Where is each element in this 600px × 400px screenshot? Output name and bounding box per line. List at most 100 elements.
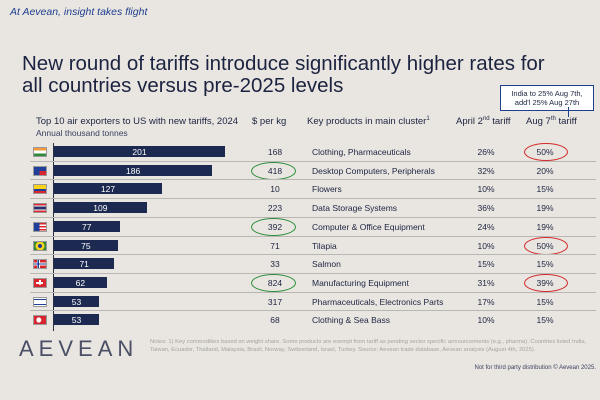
august-tariff-cell: 15% bbox=[536, 184, 554, 195]
april-tariff-cell: 36% bbox=[477, 203, 495, 214]
tagline: At Aevean, insight takes flight bbox=[10, 6, 148, 18]
bar-value-label: 75 bbox=[81, 240, 91, 251]
product-cell: Desktop Computers, Peripherals bbox=[312, 165, 435, 176]
august-tariff-cell: 15% bbox=[536, 315, 554, 326]
april-tariff-cell: 26% bbox=[477, 147, 495, 157]
footnotes: Notes: 1) Key commodities based on weigh… bbox=[150, 339, 587, 353]
copyright-notice: Not for third party distribution © Aevea… bbox=[474, 365, 597, 371]
bar-value-label: 53 bbox=[71, 315, 82, 326]
bar-turkey bbox=[54, 314, 100, 326]
flag-thailand-icon bbox=[33, 203, 47, 214]
bar-value-label: 71 bbox=[79, 259, 89, 270]
products-header-footnote: 1 bbox=[426, 116, 430, 122]
flag-taiwan-icon bbox=[33, 165, 47, 176]
price-cell: 33 bbox=[270, 259, 280, 270]
august-tariff-cell: 15% bbox=[536, 296, 554, 307]
bar-value-label: 186 bbox=[126, 165, 141, 176]
row-separator bbox=[30, 235, 596, 237]
august-header-sup: th bbox=[550, 116, 556, 122]
products-header-text: Key products in main cluster bbox=[307, 116, 427, 128]
april-tariff-cell: 17% bbox=[477, 296, 495, 307]
bar-value-label: 77 bbox=[82, 221, 92, 232]
callout-line-2: add'l 25% Aug 27th bbox=[514, 98, 580, 107]
april-header-sup: nd bbox=[482, 116, 490, 122]
row-separator bbox=[30, 198, 596, 200]
april-header-label: April 2 bbox=[456, 116, 483, 128]
flag-india-icon bbox=[33, 147, 47, 157]
bar-india bbox=[54, 146, 225, 157]
price-cell: 223 bbox=[267, 203, 283, 214]
august-tariff-cell: 15% bbox=[536, 259, 554, 270]
april-tariff-cell: 10% bbox=[477, 315, 495, 326]
flag-turkey-icon bbox=[33, 315, 47, 326]
bar-taiwan bbox=[54, 164, 213, 176]
price-column-header: $ per kg bbox=[252, 116, 287, 127]
bar-thailand bbox=[54, 202, 147, 214]
row-separator bbox=[30, 160, 596, 162]
august-header-label: Aug 7 bbox=[526, 116, 551, 128]
product-cell: Tilapia bbox=[312, 240, 337, 251]
flag-norway-icon bbox=[33, 259, 47, 270]
april-tariff-cell: 10% bbox=[477, 240, 495, 251]
bar-switzerland bbox=[54, 276, 107, 288]
price-cell: 317 bbox=[267, 296, 283, 307]
product-cell: Pharmaceuticals, Electronics Parts bbox=[312, 296, 444, 307]
april-tariff-cell: 10% bbox=[477, 184, 495, 195]
bar-value-label: 201 bbox=[132, 147, 147, 157]
title-line-1: New round of tariffs introduce significa… bbox=[22, 52, 545, 75]
flag-israel-icon bbox=[33, 296, 47, 307]
india-tariff-callout: India to 25% Aug 7th, add'l 25% Aug 27th bbox=[500, 85, 594, 111]
price-cell: 168 bbox=[267, 147, 283, 157]
bar-israel bbox=[54, 295, 100, 307]
bar-ecuador bbox=[54, 183, 163, 195]
price-highlight-circle bbox=[251, 273, 296, 292]
product-cell: Flowers bbox=[312, 184, 342, 195]
august-column-header: Aug 7th tariff bbox=[526, 116, 577, 127]
chart-title: Top 10 air exporters to US with new tari… bbox=[36, 116, 239, 127]
row-separator bbox=[30, 310, 596, 312]
flag-malaysia-icon bbox=[33, 221, 47, 232]
april-tariff-cell: 32% bbox=[477, 165, 495, 176]
bar-value-label: 62 bbox=[75, 277, 86, 288]
chart-subtitle: Annual thousand tonnes bbox=[36, 128, 128, 138]
product-cell: Salmon bbox=[312, 259, 341, 270]
product-cell: Manufacturing Equipment bbox=[312, 277, 409, 288]
product-cell: Clothing, Pharmaceuticals bbox=[312, 147, 411, 157]
page-title: New round of tariffs introduce significa… bbox=[22, 53, 582, 97]
product-cell: Data Storage Systems bbox=[312, 203, 398, 214]
august-tariff-cell: 19% bbox=[536, 221, 554, 232]
april-header-tail: tariff bbox=[489, 116, 511, 128]
row-separator bbox=[30, 291, 596, 293]
callout-line-1: India to 25% Aug 7th, bbox=[511, 89, 583, 98]
title-line-2: all countries versus pre-2025 levels bbox=[22, 74, 344, 97]
bar-norway bbox=[54, 258, 115, 270]
callout-pointer bbox=[568, 107, 569, 117]
bar-malaysia bbox=[54, 220, 120, 232]
price-highlight-circle bbox=[251, 217, 296, 236]
row-separator bbox=[30, 272, 596, 274]
bar-value-label: 109 bbox=[93, 203, 108, 214]
august-highlight-circle bbox=[524, 143, 568, 161]
row-separator bbox=[30, 254, 596, 256]
bar-brazil bbox=[54, 239, 118, 251]
april-tariff-cell: 31% bbox=[477, 277, 495, 288]
flag-switzerland-icon bbox=[33, 277, 47, 288]
row-separator bbox=[30, 179, 596, 181]
april-column-header: April 2nd tariff bbox=[456, 116, 511, 127]
august-header-tail: tariff bbox=[555, 116, 577, 128]
product-cell: Computer & Office Equipment bbox=[312, 221, 425, 232]
price-cell: 10 bbox=[270, 184, 280, 195]
april-tariff-cell: 24% bbox=[477, 221, 495, 232]
products-column-header: Key products in main cluster1 bbox=[307, 116, 430, 127]
august-tariff-cell: 19% bbox=[536, 203, 554, 214]
bar-value-label: 127 bbox=[100, 184, 116, 195]
flag-ecuador-icon bbox=[33, 184, 47, 195]
company-logo: AEVEAN bbox=[19, 336, 139, 361]
price-cell: 68 bbox=[270, 315, 280, 326]
price-highlight-circle bbox=[251, 161, 296, 180]
product-cell: Clothing & Sea Bass bbox=[312, 315, 390, 326]
price-cell: 71 bbox=[270, 240, 280, 251]
august-highlight-circle bbox=[524, 236, 568, 255]
flag-brazil-icon bbox=[33, 240, 47, 251]
row-separator bbox=[30, 216, 596, 218]
